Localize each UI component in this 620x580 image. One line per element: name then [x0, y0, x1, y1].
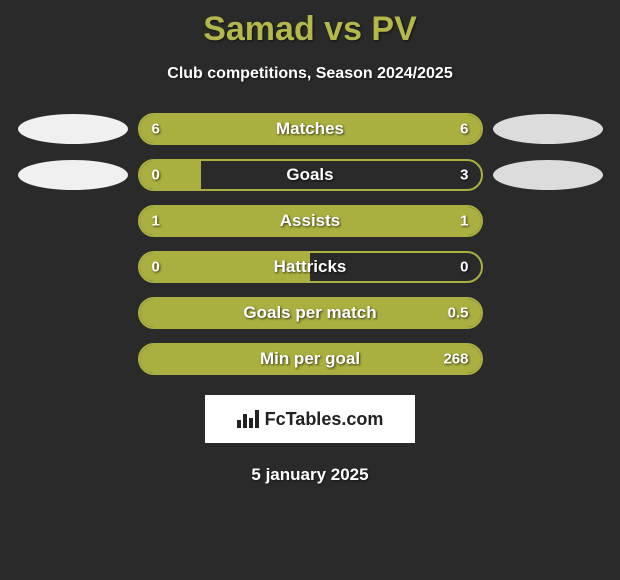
right-oval-holder: [483, 114, 613, 144]
stat-row: 1 1 Assists: [0, 205, 620, 237]
stat-bar: 0 0 Hattricks: [138, 251, 483, 283]
stat-label: Goals: [286, 165, 333, 185]
stat-label: Matches: [276, 119, 344, 139]
stat-value-left: 0: [152, 167, 160, 184]
stat-label: Min per goal: [260, 349, 360, 369]
attribution-badge: FcTables.com: [205, 395, 415, 443]
left-oval-holder: [8, 114, 138, 144]
stat-bar: 268 Min per goal: [138, 343, 483, 375]
bar-chart-icon: [237, 410, 259, 428]
stat-value-left: 6: [152, 121, 160, 138]
stat-row: 0 0 Hattricks: [0, 251, 620, 283]
attribution-text: FcTables.com: [265, 409, 384, 430]
subtitle: Club competitions, Season 2024/2025: [0, 65, 620, 83]
date-label: 5 january 2025: [0, 465, 620, 485]
player-badge-right: [493, 160, 603, 190]
stat-value-right: 0.5: [448, 305, 469, 322]
stat-value-left: 0: [152, 259, 160, 276]
player-badge-right: [493, 114, 603, 144]
bar-fill-left: [140, 161, 201, 189]
stat-bar: 1 1 Assists: [138, 205, 483, 237]
right-oval-holder: [483, 160, 613, 190]
stat-label: Assists: [280, 211, 340, 231]
stat-value-right: 0: [460, 259, 468, 276]
stat-bar: 6 6 Matches: [138, 113, 483, 145]
stat-value-right: 1: [460, 213, 468, 230]
player-badge-left: [18, 160, 128, 190]
player-badge-left: [18, 114, 128, 144]
stats-container: 6 6 Matches 0 3 Goals 1 1 Assists 0 0 Hattricks 0.5 G…: [0, 113, 620, 375]
stat-row: 0.5 Goals per match: [0, 297, 620, 329]
stat-label: Hattricks: [274, 257, 347, 277]
stat-value-right: 6: [460, 121, 468, 138]
stat-row: 0 3 Goals: [0, 159, 620, 191]
stat-value-left: 1: [152, 213, 160, 230]
stat-row: 6 6 Matches: [0, 113, 620, 145]
stat-label: Goals per match: [243, 303, 376, 323]
left-oval-holder: [8, 160, 138, 190]
page-title: Samad vs PV: [0, 0, 620, 49]
stat-bar: 0.5 Goals per match: [138, 297, 483, 329]
stat-value-right: 268: [443, 351, 468, 368]
stat-value-right: 3: [460, 167, 468, 184]
stat-bar: 0 3 Goals: [138, 159, 483, 191]
stat-row: 268 Min per goal: [0, 343, 620, 375]
